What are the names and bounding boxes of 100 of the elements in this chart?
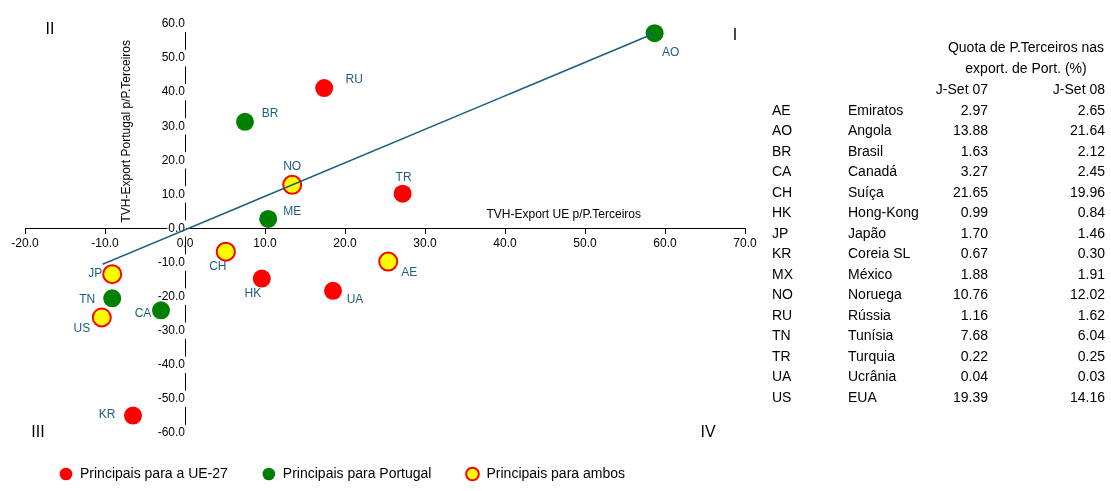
x-tick-label: 60.0 (653, 236, 677, 251)
data-label: 2.97 (960, 101, 989, 118)
data-label: 1.88 (960, 265, 989, 282)
data-label: 1.63 (960, 142, 989, 159)
data-label: 10.76 (952, 286, 989, 303)
point (91, 307, 112, 328)
y-tick-label: TN (772, 327, 791, 344)
point (324, 281, 342, 300)
y-tick-label: 20.0 (161, 152, 186, 167)
data-label: 12.02 (1069, 286, 1106, 303)
y-tick-label: JP (772, 224, 789, 241)
y-tick-label: AE (772, 101, 791, 118)
y2-tick-label: Turquia (848, 347, 896, 364)
annotation: BR (261, 106, 279, 121)
annotation: RU (345, 72, 363, 87)
data-label: 0.04 (960, 368, 989, 385)
y-tick-label: -20.0 (157, 288, 186, 303)
y2-tick-label: Angola (848, 122, 892, 139)
y-tick-label: -50.0 (157, 391, 186, 406)
y-tick-label: UA (772, 368, 793, 385)
annotation: II (45, 20, 55, 38)
annotation: IV (700, 423, 716, 441)
point (393, 184, 412, 203)
y2-tick-label: Canadá (848, 163, 898, 180)
point (252, 269, 271, 288)
point (103, 289, 122, 308)
legend-label: Principais para Portugal (282, 464, 432, 481)
annotation: AE (401, 264, 418, 279)
y2-tick-label: Japão (848, 224, 887, 241)
y2-tick-label: Hong-Kong (848, 204, 919, 221)
legend-label: Principais para ambos (486, 464, 625, 481)
data-label: 2.65 (1077, 101, 1106, 118)
x-tick-label: -10.0 (91, 236, 119, 251)
y-tick-label: -10.0 (157, 254, 186, 269)
y2-tick-label: Suíça (848, 183, 885, 200)
x-tick-label: 40.0 (493, 236, 517, 251)
x-tick-label: J-Set 07 (935, 80, 989, 97)
data-label: 1.46 (1077, 224, 1106, 241)
y-tick-label: AO (772, 122, 793, 139)
y-tick-label: -30.0 (157, 323, 186, 338)
data-label: 0.67 (960, 245, 989, 262)
x-tick-label: -20.0 (11, 236, 39, 251)
annotation: JP (88, 266, 103, 281)
point (378, 251, 399, 272)
y-tick-label: 60.0 (161, 16, 186, 31)
annotation: TN (79, 291, 96, 306)
annotation: TR (395, 170, 412, 185)
data-label: 0.25 (1077, 347, 1106, 364)
annotation: NO (283, 159, 302, 174)
y-tick-label: -40.0 (157, 357, 186, 372)
annotation: US (73, 320, 91, 335)
y-tick-label: 30.0 (161, 118, 186, 133)
data-label: 0.84 (1077, 204, 1106, 221)
data-label: 1.70 (960, 224, 989, 241)
legend-label: Principais para a UE-27 (80, 464, 229, 481)
data-label: 0.30 (1077, 245, 1106, 262)
y-tick-label: HK (772, 204, 793, 221)
point (124, 406, 142, 425)
point (215, 241, 236, 262)
annotation: III (31, 423, 45, 441)
x-tick-label: 30.0 (413, 236, 437, 251)
y2-tick-label: Brasil (848, 142, 884, 159)
y2-tick-label: EUA (848, 388, 878, 405)
data-label: 0.03 (1077, 368, 1106, 385)
y2-tick-label: México (848, 265, 893, 282)
chart-title: Quota de P.Terceiros nas export. de Port. (%) (947, 38, 1105, 76)
annotation: I (732, 26, 738, 44)
data-label: 6.04 (1077, 327, 1106, 344)
annotation: ME (283, 204, 302, 219)
y-tick-label: CH (772, 183, 793, 200)
point (645, 24, 664, 43)
annotation: AO (661, 44, 680, 59)
data-label: 1.16 (960, 306, 989, 323)
y-tick-label: 50.0 (161, 50, 186, 65)
y-tick-label: TR (772, 347, 791, 364)
y-tick-label: 10.0 (161, 186, 186, 201)
point (152, 301, 170, 320)
y-tick-label: -60.0 (157, 425, 186, 440)
y2-tick-label: Rússia (848, 306, 892, 323)
data-label: 13.88 (952, 122, 989, 139)
x-tick-label: J-Set 08 (1052, 80, 1106, 97)
data-label: 1.91 (1077, 265, 1106, 282)
x-tick-label: 10.0 (253, 236, 277, 251)
y2-tick-label: Ucrânia (848, 368, 897, 385)
y2-tick-label: Coreia SL (848, 245, 911, 262)
data-label: 0.22 (960, 347, 989, 364)
y-tick-label: BR (772, 142, 792, 159)
y-tick-label: CA (772, 163, 793, 180)
annotation: KR (98, 406, 116, 421)
data-label: 19.39 (952, 388, 989, 405)
annotation: CA (134, 305, 152, 320)
data-label: 3.27 (960, 163, 989, 180)
y-tick-label: NO (772, 286, 794, 303)
point (259, 209, 278, 228)
y2-tick-label: Emiratos (848, 101, 904, 118)
annotation: HK (244, 285, 262, 300)
annotation: CH (209, 258, 227, 273)
data-label: 19.96 (1069, 183, 1106, 200)
annotation: UA (346, 292, 364, 307)
y2-tick-label: Noruega (848, 286, 902, 303)
